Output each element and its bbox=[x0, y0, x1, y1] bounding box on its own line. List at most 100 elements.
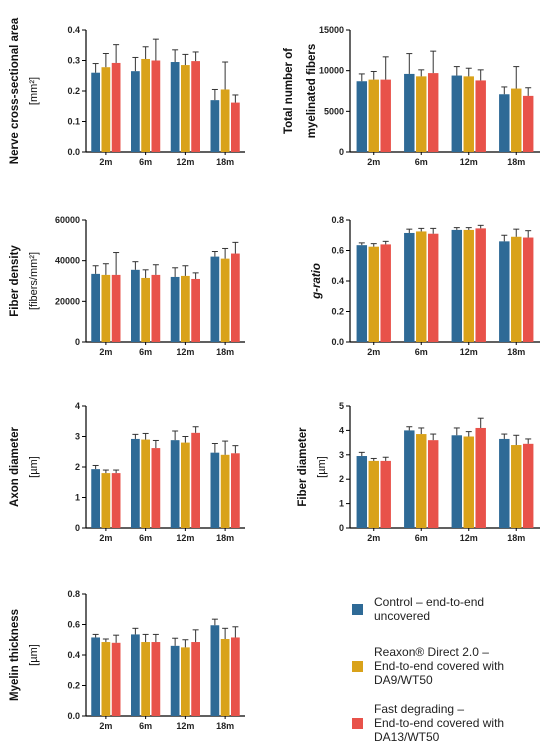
y-axis-label: Myelin thickness bbox=[9, 609, 21, 701]
y-axis-label: Axon diameter bbox=[9, 427, 21, 507]
x-tick-label: 2m bbox=[367, 533, 380, 543]
bar bbox=[475, 80, 486, 152]
bar bbox=[404, 232, 415, 342]
legend-swatch bbox=[352, 718, 363, 729]
bar bbox=[356, 456, 368, 528]
chart-4: 0.0 0.2 0.4 0.6 0.8 2m 6m 12m 18m g-ratio bbox=[311, 215, 540, 357]
legend-swatch bbox=[352, 604, 363, 615]
x-tick-label: 12m bbox=[176, 347, 194, 357]
bar bbox=[151, 60, 161, 152]
y-tick-label: 0 bbox=[75, 337, 80, 347]
bar bbox=[151, 448, 161, 528]
bar bbox=[451, 75, 463, 152]
bar bbox=[210, 452, 220, 528]
x-tick-label: 2m bbox=[99, 347, 112, 357]
x-tick-label: 18m bbox=[507, 347, 525, 357]
bar bbox=[101, 67, 111, 152]
bar bbox=[404, 430, 415, 528]
bar bbox=[427, 233, 439, 342]
chart-3: 0 20000 40000 60000 2m 6m 12m 18m Fiber density [… bbox=[9, 215, 245, 357]
bar bbox=[191, 432, 200, 528]
bar bbox=[141, 58, 150, 152]
bar bbox=[416, 76, 427, 152]
y-tick-label: 15000 bbox=[319, 25, 344, 35]
bar bbox=[416, 434, 427, 528]
x-tick-label: 12m bbox=[460, 533, 478, 543]
y-tick-label: 1 bbox=[339, 499, 344, 509]
y-axis-label: Nerve cross-sectional area bbox=[9, 17, 21, 164]
legend-label: DA13/WT50 bbox=[374, 730, 440, 744]
chart-2: 0 5000 10000 15000 2m 6m 12m 18m Total number of… bbox=[283, 25, 540, 167]
y-tick-label: 0.0 bbox=[67, 711, 80, 721]
chart-1: 0.0 0.1 0.2 0.3 0.4 2m 6m 12m 18m Nerve cross-sec… bbox=[9, 17, 245, 167]
bar bbox=[131, 634, 140, 716]
bar bbox=[380, 460, 391, 528]
y-tick-label: 5 bbox=[339, 401, 344, 411]
y-tick-label: 0.4 bbox=[67, 650, 80, 660]
y-tick-label: 20000 bbox=[55, 296, 80, 306]
bar bbox=[111, 473, 121, 528]
bar bbox=[230, 253, 240, 342]
x-tick-label: 12m bbox=[176, 157, 194, 167]
x-tick-label: 12m bbox=[176, 533, 194, 543]
bar bbox=[91, 72, 101, 152]
legend-label: Fast degrading – bbox=[374, 702, 464, 716]
x-tick-label: 2m bbox=[99, 721, 112, 731]
y-axis-label: Fiber density bbox=[9, 245, 21, 317]
x-tick-label: 18m bbox=[216, 347, 234, 357]
x-tick-label: 2m bbox=[367, 347, 380, 357]
bar bbox=[101, 274, 111, 342]
y-axis-label: Total number of bbox=[283, 48, 295, 134]
y-tick-label: 60000 bbox=[55, 215, 80, 225]
legend-swatch bbox=[352, 661, 363, 672]
y-axis-unit: [µm] bbox=[28, 456, 40, 478]
bar bbox=[220, 89, 230, 152]
bar bbox=[380, 244, 391, 342]
bar bbox=[111, 642, 121, 716]
x-tick-label: 6m bbox=[415, 157, 428, 167]
y-tick-label: 0.6 bbox=[331, 246, 344, 256]
bar bbox=[181, 647, 190, 716]
y-tick-label: 3 bbox=[75, 432, 80, 442]
y-tick-label: 0.4 bbox=[331, 276, 344, 286]
bar bbox=[463, 229, 474, 342]
legend-label: Control – end-to-end bbox=[374, 595, 484, 609]
bar bbox=[522, 443, 534, 528]
x-tick-label: 18m bbox=[216, 157, 234, 167]
x-tick-label: 6m bbox=[139, 533, 152, 543]
bar bbox=[230, 102, 240, 152]
y-tick-label: 2 bbox=[339, 474, 344, 484]
y-axis-label: myelinated fibers bbox=[306, 44, 318, 139]
x-tick-label: 6m bbox=[415, 347, 428, 357]
x-tick-label: 2m bbox=[99, 157, 112, 167]
bar bbox=[170, 62, 180, 152]
x-tick-label: 6m bbox=[139, 157, 152, 167]
bar bbox=[210, 256, 220, 342]
y-tick-label: 3 bbox=[339, 450, 344, 460]
legend-label: End-to-end covered with bbox=[374, 659, 504, 673]
bar bbox=[210, 625, 220, 716]
bar bbox=[499, 438, 510, 528]
bar bbox=[511, 445, 522, 528]
bar bbox=[230, 637, 240, 716]
legend-label: End-to-end covered with bbox=[374, 716, 504, 730]
x-tick-label: 18m bbox=[216, 533, 234, 543]
bar bbox=[230, 453, 240, 528]
bar bbox=[101, 473, 111, 528]
bar bbox=[220, 638, 230, 716]
y-tick-label: 4 bbox=[339, 425, 344, 435]
y-tick-label: 0.6 bbox=[67, 620, 80, 630]
y-tick-label: 0.1 bbox=[67, 117, 80, 127]
x-tick-label: 18m bbox=[507, 533, 525, 543]
y-tick-label: 0 bbox=[339, 147, 344, 157]
bar bbox=[368, 246, 379, 342]
bar bbox=[368, 460, 379, 528]
bar bbox=[91, 637, 101, 716]
bar bbox=[210, 100, 220, 152]
chart-6: 0 1 2 3 4 5 2m 6m 12m 18m Fiber diameter [µm] bbox=[297, 401, 540, 543]
x-tick-label: 18m bbox=[507, 157, 525, 167]
y-tick-label: 0.8 bbox=[331, 215, 344, 225]
x-tick-label: 12m bbox=[460, 157, 478, 167]
bar bbox=[170, 440, 180, 528]
